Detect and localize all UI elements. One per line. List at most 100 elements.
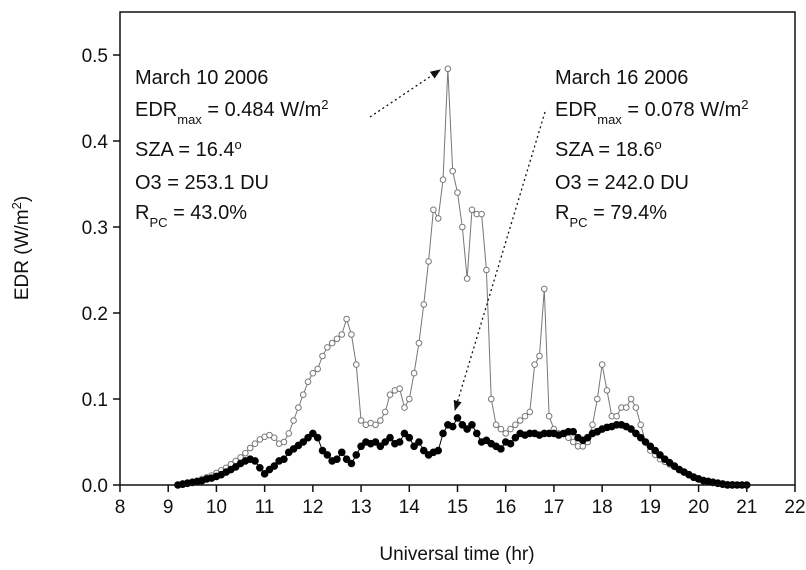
data-point (583, 433, 592, 442)
annotation-line: EDRmax = 0.078 W/m2 (555, 97, 749, 127)
data-point (526, 408, 534, 416)
data-point (386, 433, 394, 442)
data-point (497, 445, 505, 453)
data-point (506, 439, 515, 448)
data-point (299, 438, 308, 446)
text-segment: O3 = 242.0 DU (555, 172, 689, 194)
text-segment: = 0.484 W/m (202, 99, 322, 121)
text-segment: 2 (741, 97, 748, 112)
data-point (646, 442, 655, 451)
data-point (295, 404, 302, 411)
text-segment: 2 (321, 97, 328, 112)
text-segment: max (177, 112, 202, 127)
annotation-line: March 16 2006 (555, 67, 688, 89)
x-tick-label: 17 (543, 497, 564, 518)
data-point (410, 442, 418, 451)
text-segment: March 10 2006 (135, 67, 268, 89)
data-point (492, 421, 500, 429)
data-point (357, 417, 365, 424)
text-segment: = 0.078 W/m (622, 99, 742, 121)
data-point (439, 429, 447, 438)
data-point (377, 417, 384, 424)
data-point (314, 365, 321, 373)
data-point (487, 395, 495, 403)
data-point (637, 421, 645, 429)
data-point (256, 464, 264, 472)
data-point (313, 433, 322, 442)
data-point (641, 438, 650, 446)
x-tick-label: 10 (206, 497, 227, 518)
data-point (444, 65, 452, 73)
text-segment: o (235, 137, 242, 152)
data-point (511, 433, 520, 442)
data-point (251, 440, 259, 448)
data-point (497, 425, 505, 433)
data-point (516, 417, 524, 424)
data-point (453, 414, 462, 422)
data-point (632, 404, 640, 411)
data-point (280, 438, 288, 446)
data-point (419, 446, 428, 455)
data-point (395, 438, 404, 446)
annotation-line: RPC = 79.4% (555, 202, 667, 230)
data-point (636, 433, 645, 442)
data-point (458, 421, 467, 429)
x-tick-label: 21 (736, 497, 757, 518)
data-point (483, 266, 490, 274)
annotation: March 16 2006 EDRmax = 0.078 W/m2 SZA = 18… (555, 67, 749, 230)
data-point (251, 457, 259, 465)
text-segment: max (597, 112, 622, 127)
data-point (396, 385, 403, 392)
annotation-line: March 10 2006 (135, 67, 268, 89)
text-segment: O3 = 253.1 DU (135, 172, 269, 194)
data-point (651, 446, 659, 455)
text-segment: = 43.0% (168, 202, 248, 224)
data-point (430, 206, 437, 214)
data-point (579, 443, 587, 450)
data-point (270, 462, 279, 470)
x-tick-label: 18 (592, 497, 613, 518)
annotation-line: SZA = 16.4o (135, 137, 242, 162)
data-point (449, 167, 456, 175)
x-tick-label: 20 (688, 497, 709, 518)
data-point (410, 369, 418, 377)
data-point (309, 369, 317, 377)
data-point (347, 459, 356, 468)
data-point (357, 442, 365, 451)
data-point (478, 210, 485, 218)
data-point (472, 429, 481, 438)
data-point (463, 275, 471, 282)
text-segment: March 16 2006 (555, 67, 688, 89)
annotation-arrow (453, 111, 546, 411)
data-point (319, 352, 326, 360)
x-tick-label: 9 (163, 497, 174, 518)
data-point (434, 215, 442, 222)
data-point (468, 421, 476, 429)
data-point (242, 449, 249, 457)
data-point (405, 395, 413, 403)
text-segment: = 79.4% (588, 202, 668, 224)
annotation-line: O3 = 242.0 DU (555, 172, 689, 194)
data-point (569, 427, 578, 436)
data-point (613, 412, 620, 420)
x-tick-label: 14 (399, 497, 421, 518)
data-point (371, 438, 380, 446)
annotation-arrow (369, 69, 441, 118)
data-point (304, 378, 312, 386)
data-point (594, 395, 601, 403)
annotation-line: RPC = 43.0% (135, 202, 247, 230)
annotation-line: O3 = 253.1 DU (135, 172, 269, 194)
x-tick-label: 22 (784, 497, 805, 518)
data-point (304, 433, 312, 442)
text-segment: PC (149, 215, 167, 230)
data-point (401, 404, 408, 411)
data-point (352, 451, 361, 459)
x-tick-label: 16 (495, 497, 516, 518)
annotation-line: EDRmax = 0.484 W/m2 (135, 97, 329, 127)
text-segment: R (555, 202, 569, 224)
x-tick-label: 12 (302, 497, 323, 518)
data-point (632, 429, 640, 438)
data-point (323, 451, 332, 459)
data-point (598, 361, 606, 368)
